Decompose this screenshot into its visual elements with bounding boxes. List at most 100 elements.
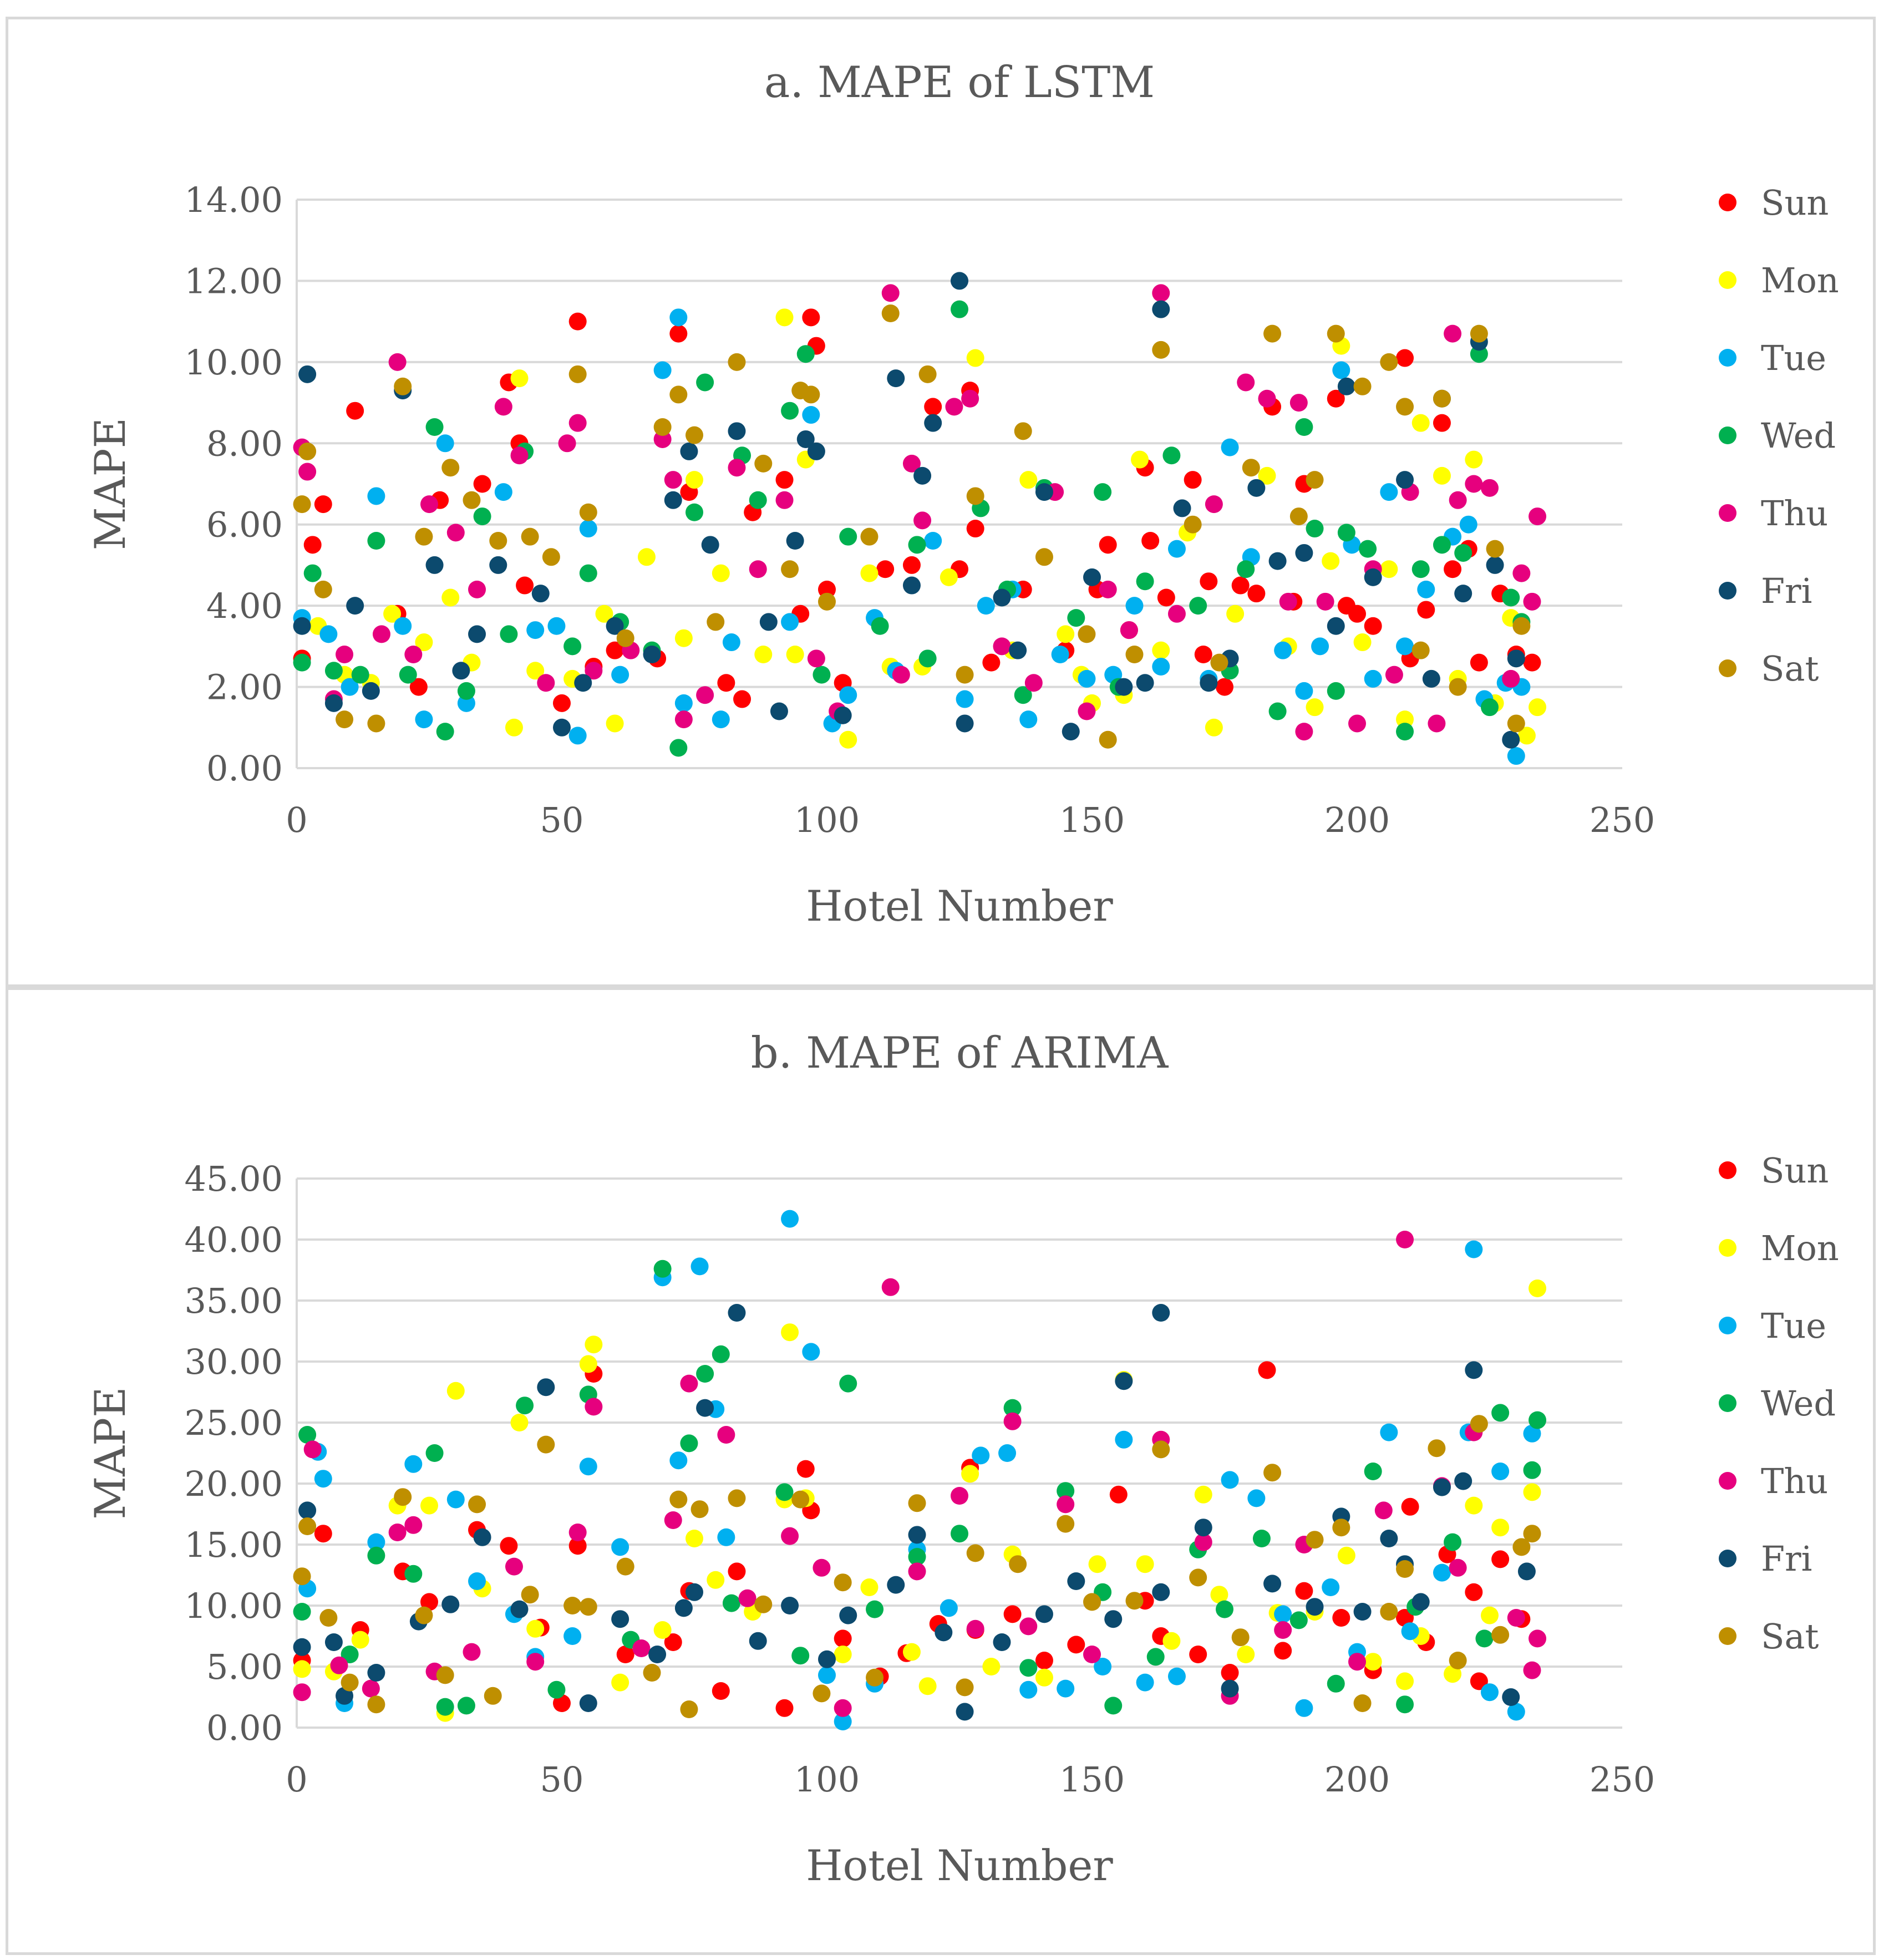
arima-y-tick-label: 10.00 — [185, 1586, 283, 1626]
lstm-legend-marker-fri — [1719, 582, 1736, 600]
lstm-point-fri — [1247, 479, 1266, 497]
lstm-legend-label-sun: Sun — [1761, 182, 1829, 223]
lstm-point-wed — [293, 653, 311, 672]
arima-point-sat — [537, 1435, 555, 1454]
arima-point-sun — [1491, 1550, 1510, 1568]
arima-point-thu — [1396, 1231, 1414, 1248]
arima-point-sat — [791, 1490, 810, 1509]
lstm-point-fri — [1396, 471, 1414, 489]
lstm-point-sun — [346, 402, 364, 420]
lstm-point-sun — [982, 653, 1001, 672]
lstm-point-wed — [1094, 483, 1112, 501]
lstm-y-tick-label: 2.00 — [206, 667, 283, 708]
lstm-x-axis-title: Hotel Number — [806, 881, 1113, 931]
lstm-point-thu — [653, 430, 672, 448]
arima-point-thu — [680, 1374, 698, 1393]
lstm-point-sun — [966, 520, 984, 538]
arima-point-mon — [1210, 1586, 1228, 1604]
arima-point-mon — [1035, 1668, 1053, 1687]
arima-point-sat — [298, 1517, 317, 1535]
lstm-point-sat — [1210, 653, 1228, 672]
lstm-point-sat — [1014, 422, 1032, 440]
arima-point-fri — [537, 1378, 555, 1397]
arima-point-thu — [1003, 1412, 1022, 1430]
lstm-point-thu — [913, 511, 932, 530]
lstm-point-tue — [457, 694, 475, 712]
arima-y-tick-label: 15.00 — [185, 1525, 283, 1565]
lstm-point-sat — [1035, 548, 1053, 566]
arima-point-sun — [500, 1537, 518, 1555]
arima-point-wed — [1003, 1399, 1022, 1417]
arima-point-sat — [1512, 1538, 1531, 1556]
arima-y-tick-label: 0.00 — [206, 1708, 283, 1748]
lstm-legend-label-mon: Mon — [1761, 260, 1839, 301]
arima-legend-label-fri: Fri — [1761, 1538, 1812, 1579]
arima-point-wed — [1057, 1482, 1075, 1500]
arima-point-sat — [1083, 1593, 1101, 1611]
arima-point-wed — [722, 1594, 740, 1612]
arima-point-tue — [781, 1210, 799, 1228]
arima-point-mon — [902, 1643, 921, 1661]
arima-point-sat — [1231, 1628, 1250, 1647]
lstm-point-tue — [1311, 637, 1329, 656]
arima-point-fri — [686, 1583, 703, 1601]
arima-point-mon — [1088, 1555, 1106, 1573]
lstm-point-sat — [1289, 507, 1308, 526]
arima-point-wed — [1252, 1530, 1271, 1547]
lstm-point-sun — [1396, 349, 1414, 367]
arima-point-thu — [330, 1656, 348, 1674]
lstm-point-sun — [1184, 471, 1202, 489]
arima-point-thu — [908, 1562, 926, 1581]
lstm-point-sat — [314, 580, 332, 598]
arima-point-sat — [616, 1557, 634, 1576]
arima-legend-marker-mon — [1719, 1239, 1736, 1257]
lstm-point-fri — [468, 625, 486, 643]
arima-point-sun — [314, 1525, 332, 1543]
arima-point-wed — [1327, 1674, 1345, 1693]
lstm-point-wed — [749, 491, 767, 509]
arima-point-thu — [1083, 1646, 1101, 1663]
lstm-point-sat — [1380, 353, 1398, 371]
arima-point-wed — [404, 1565, 423, 1583]
lstm-point-sat — [956, 666, 974, 684]
lstm-y-tick-label: 0.00 — [206, 748, 283, 789]
arima-point-wed — [1104, 1697, 1123, 1715]
arima-point-thu — [717, 1426, 735, 1444]
arima-point-thu — [1523, 1661, 1541, 1679]
lstm-point-sun — [775, 471, 794, 489]
arima-point-mon — [526, 1619, 545, 1638]
lstm-point-sun — [1141, 532, 1160, 550]
arima-point-sat — [966, 1544, 984, 1562]
lstm-point-wed — [1162, 446, 1181, 465]
arima-point-sat — [1428, 1439, 1446, 1458]
lstm-legend-marker-wed — [1719, 426, 1736, 444]
lstm-point-tue — [547, 617, 566, 635]
arima-point-thu — [303, 1440, 322, 1459]
lstm-point-mon — [712, 564, 730, 582]
arima-point-sat — [1332, 1519, 1350, 1537]
lstm-point-wed — [1014, 686, 1032, 704]
lstm-point-sat — [802, 385, 820, 404]
lstm-point-thu — [388, 353, 407, 371]
arima-series-thu — [293, 1231, 1547, 1717]
lstm-point-tue — [436, 434, 454, 453]
lstm-point-mon — [1057, 625, 1075, 643]
arima-point-wed — [1523, 1461, 1541, 1479]
arima-x-tick-label: 50 — [540, 1759, 584, 1800]
lstm-point-thu — [728, 459, 746, 477]
lstm-point-tue — [1417, 580, 1435, 598]
lstm-point-tue — [394, 617, 412, 635]
arima-point-tue — [314, 1470, 332, 1488]
arima-point-fri — [1433, 1478, 1451, 1496]
lstm-point-sat — [542, 548, 560, 566]
arima-point-thu — [881, 1278, 900, 1296]
lstm-point-mon — [860, 564, 879, 582]
lstm-legend-label-wed: Wed — [1761, 415, 1836, 456]
lstm-point-tue — [1364, 669, 1382, 688]
lstm-point-wed — [1295, 418, 1313, 436]
arima-point-sat — [293, 1567, 311, 1586]
arima-point-wed — [341, 1646, 359, 1663]
lstm-point-thu — [664, 471, 682, 489]
lstm-point-sun — [553, 694, 571, 712]
arima-point-mon — [918, 1677, 937, 1695]
